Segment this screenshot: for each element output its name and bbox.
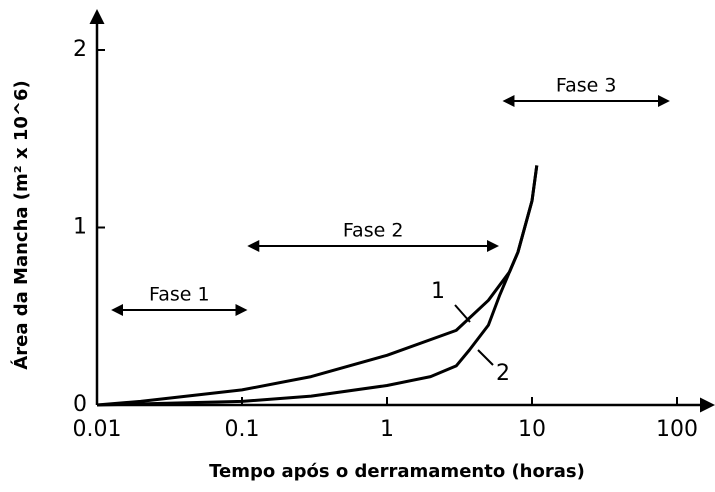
y-tick-label: 0: [73, 392, 87, 417]
phase-label: Fase 1: [149, 284, 210, 306]
series-label: 1: [431, 279, 445, 304]
x-tick-label: 10: [518, 417, 546, 442]
phase-label: Fase 3: [556, 75, 617, 97]
leader-line: [454, 304, 471, 323]
x-tick-label: 0.01: [73, 417, 122, 442]
x-axis-label: Tempo após o derramamento (horas): [209, 461, 585, 482]
leader-line: [477, 349, 494, 366]
y-tick-label: 2: [73, 37, 87, 62]
phase-label: Fase 2: [343, 220, 404, 242]
x-tick-label: 100: [656, 417, 698, 442]
x-tick-label: 0.1: [225, 417, 260, 442]
series-label: 2: [496, 361, 510, 386]
line-series: [96, 165, 539, 407]
x-tick-label: 1: [380, 417, 394, 442]
y-tick-label: 1: [73, 215, 87, 240]
y-axis-label: Área da Mancha (m² x 10^6): [10, 80, 32, 369]
